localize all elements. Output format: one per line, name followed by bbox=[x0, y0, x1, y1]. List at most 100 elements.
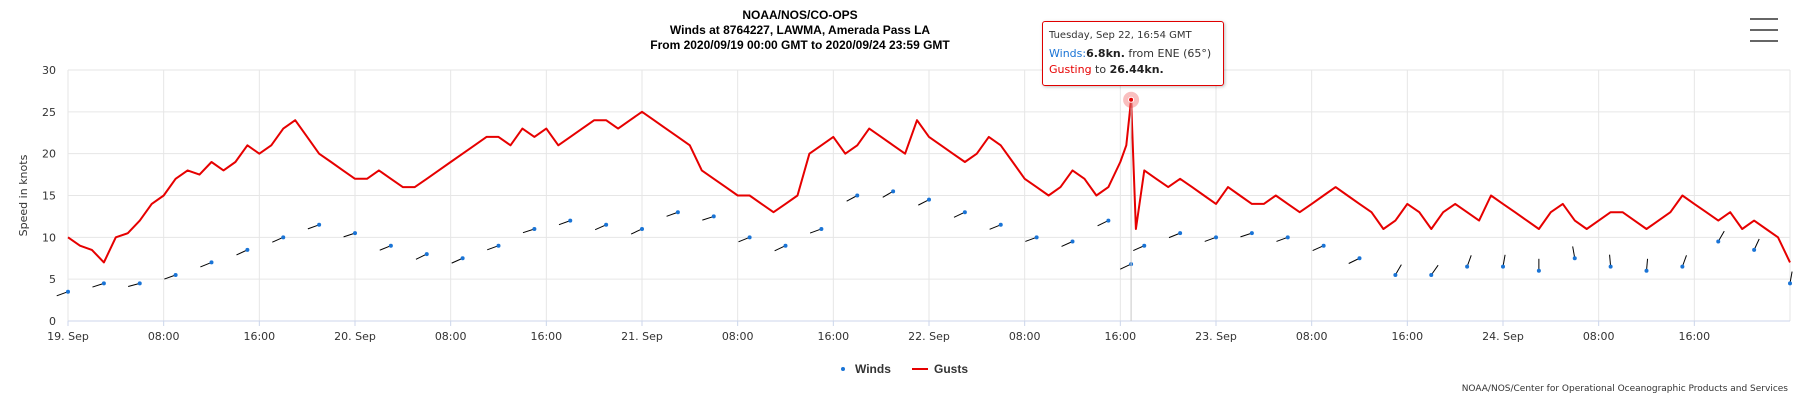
tooltip-wind: Winds:6.8kn. from ENE (65°) bbox=[1049, 47, 1211, 60]
y-tick-label: 25 bbox=[42, 106, 56, 119]
legend: Winds Gusts bbox=[841, 362, 968, 376]
wind-point bbox=[137, 281, 142, 286]
wind-point bbox=[460, 256, 465, 261]
wind-point bbox=[424, 252, 429, 257]
tooltip-wind-value: 6.8kn. bbox=[1086, 47, 1125, 60]
data-tooltip: Tuesday, Sep 22, 16:54 GMT Winds:6.8kn. … bbox=[1042, 21, 1224, 86]
wind-point bbox=[1249, 231, 1254, 236]
wind-point bbox=[1393, 272, 1398, 277]
tooltip-gust: Gusting to 26.44kn. bbox=[1049, 63, 1164, 76]
x-tick-label: 16:00 bbox=[1678, 330, 1710, 343]
y-tick-label: 15 bbox=[42, 190, 56, 203]
wind-arrow bbox=[666, 211, 679, 217]
wind-point bbox=[1608, 264, 1613, 269]
wind-direction-arrows bbox=[56, 190, 1793, 297]
tooltip-date: Tuesday, Sep 22, 16:54 GMT bbox=[1049, 30, 1192, 41]
grid-lines bbox=[67, 69, 1791, 322]
title-line-1: NOAA/NOS/CO-OPS bbox=[742, 8, 858, 22]
wind-point bbox=[962, 210, 967, 215]
x-tick-label: 16:00 bbox=[530, 330, 562, 343]
wind-arrow bbox=[487, 245, 499, 251]
x-tick-label: 08:00 bbox=[435, 330, 467, 343]
wind-point bbox=[245, 247, 250, 252]
legend-item-winds[interactable]: Winds bbox=[841, 362, 891, 376]
wind-point bbox=[1501, 264, 1505, 269]
wind-point bbox=[891, 189, 896, 194]
wind-arrow bbox=[56, 291, 69, 297]
wind-point bbox=[1178, 231, 1183, 236]
wind-arrow bbox=[1609, 254, 1612, 267]
x-tick-label: 21. Sep bbox=[621, 330, 663, 343]
wind-point bbox=[173, 272, 178, 277]
highlight-marker bbox=[1123, 91, 1140, 321]
wind-point bbox=[855, 193, 860, 198]
legend-winds-marker bbox=[841, 367, 845, 371]
wind-point bbox=[747, 235, 752, 240]
x-tick-label: 08:00 bbox=[1296, 330, 1328, 343]
wind-point bbox=[1752, 247, 1757, 252]
y-axis-label: Speed in knots bbox=[17, 154, 30, 236]
wind-point bbox=[388, 243, 393, 248]
wind-point bbox=[1285, 235, 1290, 240]
wind-point bbox=[640, 226, 644, 231]
legend-item-gusts[interactable]: Gusts bbox=[912, 362, 968, 376]
wind-point bbox=[1142, 243, 1147, 248]
wind-arrow bbox=[92, 282, 105, 288]
title-line-3: From 2020/09/19 00:00 GMT to 2020/09/24 … bbox=[650, 38, 950, 52]
wind-point bbox=[1214, 235, 1218, 240]
wind-arrow bbox=[738, 236, 750, 243]
tooltip-wind-direction: from ENE (65°) bbox=[1124, 47, 1212, 60]
wind-arrow bbox=[558, 220, 571, 226]
tooltip-gust-mid: to bbox=[1091, 63, 1110, 76]
wind-point bbox=[1536, 268, 1541, 273]
wind-arrow bbox=[809, 228, 822, 234]
wind-point bbox=[101, 281, 106, 286]
wind-arrow bbox=[128, 282, 140, 287]
x-tick-label: 19. Sep bbox=[47, 330, 89, 343]
wind-arrow bbox=[1348, 257, 1360, 264]
hamburger-menu-icon[interactable] bbox=[1750, 16, 1778, 46]
wind-arrow bbox=[1025, 236, 1037, 242]
wind-arrow bbox=[630, 228, 643, 235]
wind-arrow bbox=[1097, 220, 1109, 227]
tooltip-wind-label: Winds: bbox=[1049, 47, 1087, 60]
wind-point bbox=[675, 210, 680, 215]
x-tick-label: 22. Sep bbox=[908, 330, 950, 343]
wind-point bbox=[819, 226, 824, 231]
x-tick-label: 16:00 bbox=[1104, 330, 1136, 343]
y-tick-label: 5 bbox=[49, 273, 56, 286]
wind-arrow bbox=[882, 190, 894, 198]
wind-point bbox=[1680, 264, 1685, 269]
x-tick-label: 24. Sep bbox=[1482, 330, 1524, 343]
y-tick-label: 20 bbox=[42, 148, 56, 161]
wind-point bbox=[1106, 218, 1111, 223]
wind-arrow bbox=[1681, 255, 1687, 267]
wind-arrow bbox=[307, 224, 320, 230]
credit-text: NOAA/NOS/Center for Operational Oceanogr… bbox=[1461, 384, 1788, 394]
wind-point bbox=[1034, 235, 1039, 240]
wind-point bbox=[1070, 239, 1075, 244]
x-tick-label: 16:00 bbox=[243, 330, 275, 343]
wind-point bbox=[66, 289, 70, 294]
wind-arrow bbox=[236, 249, 248, 256]
y-tick-label: 30 bbox=[42, 64, 56, 77]
legend-gusts-label: Gusts bbox=[934, 362, 968, 376]
wind-arrow bbox=[1430, 264, 1439, 276]
wind-arrow bbox=[1204, 236, 1217, 242]
wind-point bbox=[1321, 243, 1326, 248]
wind-point bbox=[532, 226, 537, 231]
wind-point bbox=[998, 222, 1003, 227]
wind-point bbox=[711, 214, 716, 219]
wind-point bbox=[1357, 256, 1362, 261]
tooltip-gust-value: 26.44kn. bbox=[1109, 63, 1164, 76]
wind-point bbox=[209, 260, 214, 265]
wind-point bbox=[783, 243, 788, 248]
wind-arrow bbox=[1466, 255, 1472, 267]
gusts-line bbox=[67, 98, 1791, 264]
title-line-2: Winds at 8764227, LAWMA, Amerada Pass LA bbox=[669, 23, 931, 37]
gusts-series bbox=[67, 98, 1791, 264]
winds-series bbox=[66, 189, 1792, 294]
wind-point bbox=[1644, 268, 1649, 273]
wind-point bbox=[568, 218, 573, 223]
